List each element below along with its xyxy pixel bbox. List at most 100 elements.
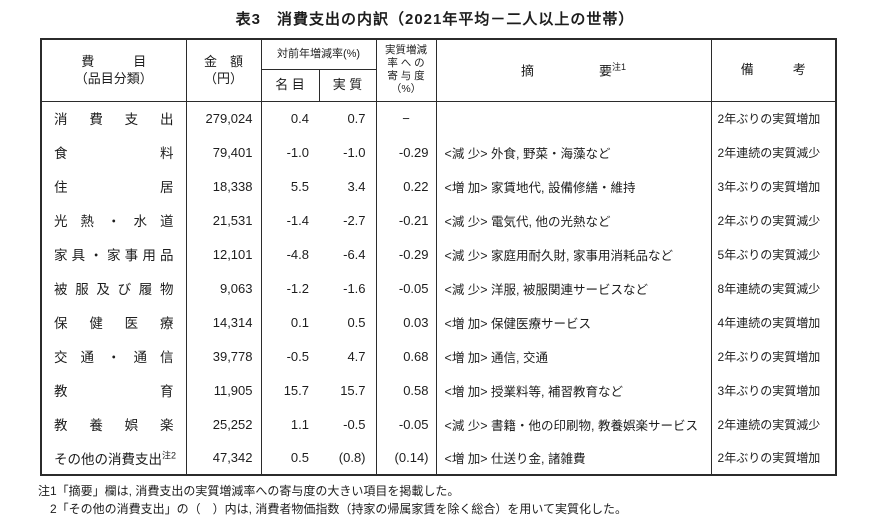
row-item-label: 教育 <box>41 373 186 407</box>
row-remarks: 2年ぶりの実質減少 <box>710 203 837 237</box>
col-header-contribution: 実質増減 率 へ の 寄 与 度 （%） <box>375 39 437 102</box>
row-amount: 39,778 <box>185 339 261 373</box>
row-nominal: 0.4 <box>260 101 319 135</box>
row-item-label: 消費支出 <box>41 101 186 135</box>
row-remarks: 2年連続の実質減少 <box>710 407 837 441</box>
row-real: -6.4 <box>343 246 366 262</box>
row-real: 0.7 <box>347 110 366 126</box>
footnote-2: 2「その他の消費支出」の（ ）内は, 消費者物価指数（持家の帰属家賃を除く総合）… <box>38 502 627 516</box>
row-real: 15.7 <box>340 382 366 398</box>
row-summary: <増 加> 仕送り金, 諸雑費 <box>435 441 712 475</box>
item-text: 家具・家事用品 <box>54 248 174 263</box>
item-text: 食料 <box>54 146 174 161</box>
row-item-label: 食料 <box>41 135 186 169</box>
row-summary: <減 少> 書籍・他の印刷物, 教養娯楽サービス <box>435 407 712 441</box>
row-amount: 21,531 <box>185 203 261 237</box>
row-remarks: 2年ぶりの実質増加 <box>710 441 837 475</box>
row-nominal: -0.5 <box>260 339 319 373</box>
row-item-label: 家具・家事用品 <box>41 237 186 271</box>
row-real: 0.5 <box>347 314 366 330</box>
row-real: -1.0 <box>343 144 366 160</box>
row-real: -1.6 <box>343 280 366 296</box>
row-amount: 25,252 <box>185 407 261 441</box>
row-amount: 14,314 <box>185 305 261 339</box>
item-text: 住居 <box>54 180 174 195</box>
page-title: 表3 消費支出の内訳（2021年平均－二人以上の世帯） <box>235 11 635 28</box>
row-contribution: -0.29 <box>375 135 437 169</box>
row-amount: 9,063 <box>185 271 261 305</box>
col-header-yoy-group: 対前年増減率(%) <box>260 39 377 70</box>
row-remarks: 2年ぶりの実質増加 <box>710 339 837 373</box>
table-row: 教育 11,905 15.7 15.7 0.58 <増 加> 授業料等, 補習教育など 3年… <box>41 373 837 407</box>
page: 表3 消費支出の内訳（2021年平均－二人以上の世帯） 費 目 （品目分類） 金… <box>38 11 838 516</box>
row-amount: 12,101 <box>185 237 261 271</box>
row-item-label: 住居 <box>41 169 186 203</box>
row-summary: <増 加> 授業料等, 補習教育など <box>435 373 712 407</box>
row-remarks: 2年ぶりの実質増加 <box>710 101 837 135</box>
note1-ref: 注1 <box>612 61 627 72</box>
row-item-label: 光熱・水道 <box>41 203 186 237</box>
row-amount: 18,338 <box>185 169 261 203</box>
row-contribution: -0.29 <box>375 237 437 271</box>
note2-ref: 注2 <box>162 450 177 460</box>
table-row: 光熱・水道 21,531 -1.4 -2.7 -0.21 <減 少> 電気代, 他の光熱な… <box>41 203 837 237</box>
row-amount: 279,024 <box>185 101 261 135</box>
item-text: 教養娯楽 <box>54 418 174 433</box>
item-text: 光熱・水道 <box>54 214 174 229</box>
row-contribution: 0.58 <box>375 373 437 407</box>
item-text: 被服及び履物 <box>54 282 174 297</box>
row-nominal: 0.1 <box>260 305 319 339</box>
row-summary: <増 加> 家賃地代, 設備修繕・維持 <box>435 169 712 203</box>
row-remarks: 3年ぶりの実質増加 <box>710 373 837 407</box>
row-item-label: その他の消費支出注2 <box>41 441 186 475</box>
row-real: 4.7 <box>347 348 366 364</box>
row-contribution: (0.14) <box>375 441 437 475</box>
row-contribution: -0.05 <box>375 407 437 441</box>
col-header-item: 費 目 （品目分類） <box>41 39 186 102</box>
col-header-nominal: 名 目 <box>260 69 319 102</box>
row-contribution: -0.05 <box>375 271 437 305</box>
row-summary: <減 少> 外食, 野菜・海藻など <box>435 135 712 169</box>
table-row: 被服及び履物 9,063 -1.2 -1.6 -0.05 <減 少> 洋服, 被服関連サー… <box>41 271 837 305</box>
item-text: その他の消費支出 <box>54 451 162 467</box>
item-text: 教育 <box>54 384 174 399</box>
table-row: その他の消費支出注2 47,342 0.5 (0.8) (0.14) <増 加> 仕送り金… <box>41 441 837 475</box>
table-row: 交通・通信 39,778 -0.5 4.7 0.68 <増 加> 通信, 交通 2年ぶりの実… <box>41 339 837 373</box>
row-contribution: 0.68 <box>375 339 437 373</box>
table-row: 家具・家事用品 12,101 -4.8 -6.4 -0.29 <減 少> 家庭用耐久財, … <box>41 237 837 271</box>
row-remarks: 3年ぶりの実質増加 <box>710 169 837 203</box>
row-item-label: 教養娯楽 <box>41 407 186 441</box>
row-nominal: -1.4 <box>260 203 319 237</box>
summary-header-text: 摘 要 <box>521 63 613 79</box>
col-header-remarks: 備 考 <box>710 39 837 102</box>
col-header-amount: 金 額 （円） <box>185 39 261 102</box>
table-row: 住居 18,338 5.5 3.4 0.22 <増 加> 家賃地代, 設備修繕・維持 3年ぶ… <box>41 169 837 203</box>
footnote-1: 注1「摘要」欄は, 消費支出の実質増減率への寄与度の大きい項目を掲載した。 <box>38 484 460 498</box>
row-summary: <減 少> 家庭用耐久財, 家事用消耗品など <box>435 237 712 271</box>
col-header-summary: 摘 要注1 <box>435 39 712 102</box>
row-nominal: 1.1 <box>260 407 319 441</box>
row-contribution: − <box>375 101 437 135</box>
row-amount: 11,905 <box>185 373 261 407</box>
table-row: 食料 79,401 -1.0 -1.0 -0.29 <減 少> 外食, 野菜・海藻など 2年… <box>41 135 837 169</box>
row-summary: <減 少> 電気代, 他の光熱など <box>435 203 712 237</box>
row-real: 3.4 <box>347 178 366 194</box>
row-item-label: 交通・通信 <box>41 339 186 373</box>
row-nominal: -1.0 <box>260 135 319 169</box>
item-text: 消費支出 <box>54 112 174 128</box>
row-summary: <増 加> 保健医療サービス <box>435 305 712 339</box>
row-real: -0.5 <box>343 416 366 432</box>
table-row: 教養娯楽 25,252 1.1 -0.5 -0.05 <減 少> 書籍・他の印刷物, 教養… <box>41 407 837 441</box>
row-nominal: -4.8 <box>260 237 319 271</box>
row-amount: 47,342 <box>185 441 261 475</box>
row-summary: <減 少> 洋服, 被服関連サービスなど <box>435 271 712 305</box>
row-remarks: 4年連続の実質増加 <box>710 305 837 339</box>
row-contribution: 0.03 <box>375 305 437 339</box>
row-nominal: 5.5 <box>260 169 319 203</box>
row-contribution: -0.21 <box>375 203 437 237</box>
row-remarks: 2年連続の実質減少 <box>710 135 837 169</box>
row-summary: <増 加> 通信, 交通 <box>435 339 712 373</box>
row-nominal: 0.5 <box>260 441 319 475</box>
table-row: 保健医療 14,314 0.1 0.5 0.03 <増 加> 保健医療サービス 4年連続の実… <box>41 305 837 339</box>
row-nominal: 15.7 <box>260 373 319 407</box>
